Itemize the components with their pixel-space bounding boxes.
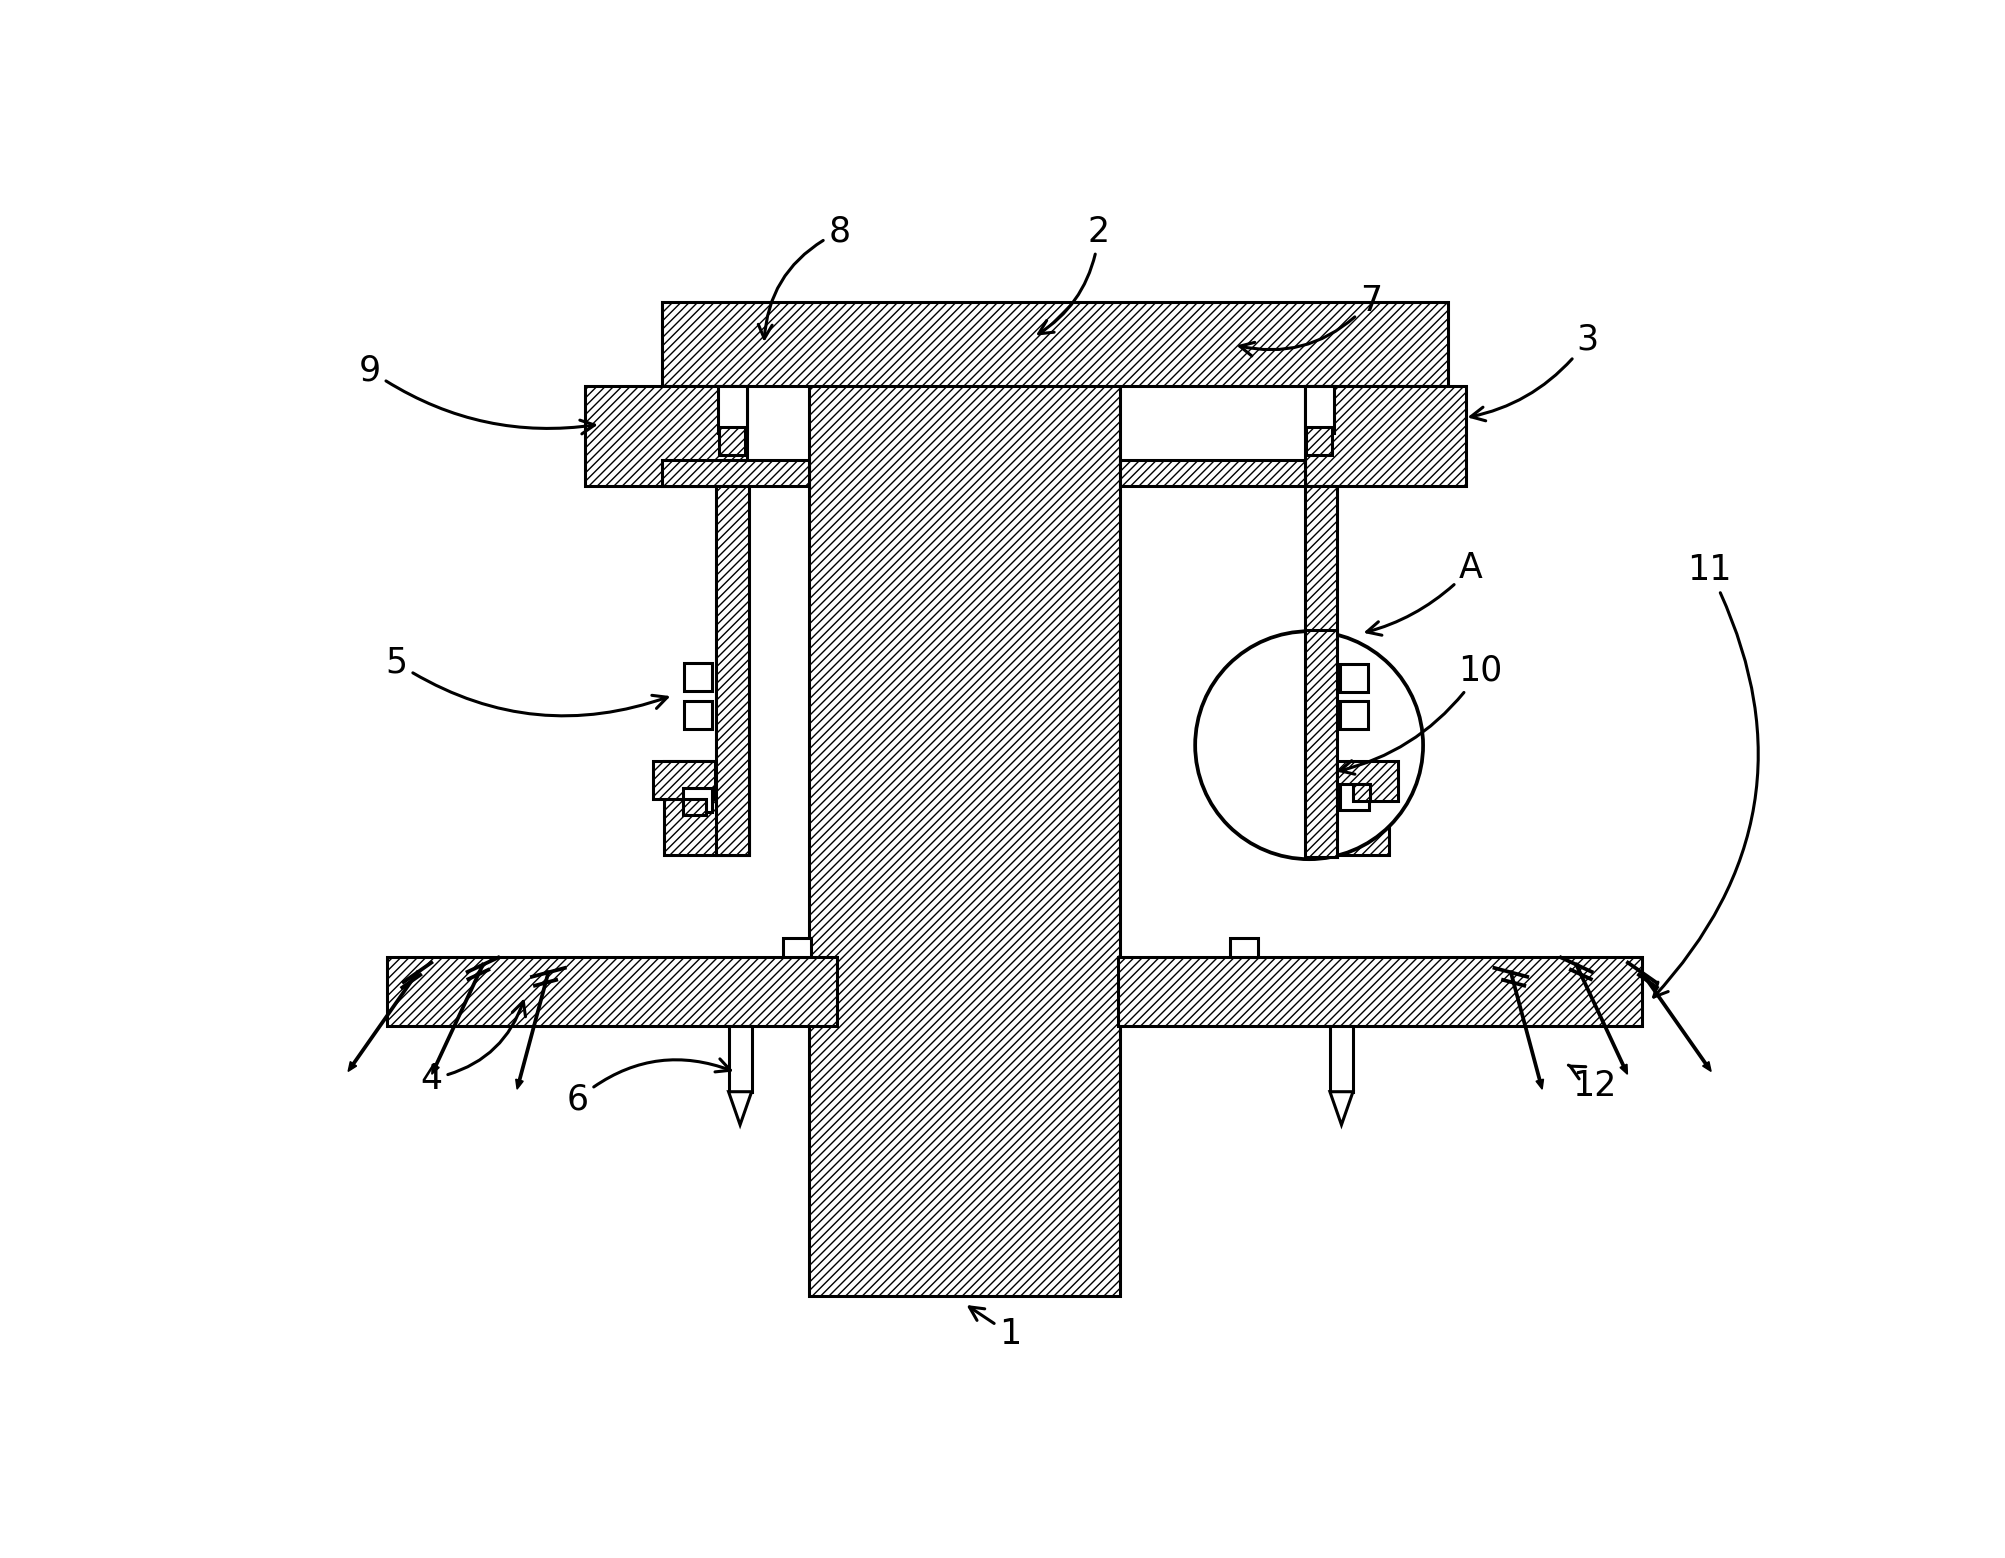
Text: 11: 11 xyxy=(1652,553,1758,997)
Bar xyxy=(1339,701,1367,729)
Bar xyxy=(387,957,836,1027)
Text: 12: 12 xyxy=(1568,1066,1616,1103)
Bar xyxy=(1117,957,1640,1027)
Bar xyxy=(716,486,748,855)
Bar xyxy=(1305,427,1331,455)
Text: 8: 8 xyxy=(758,215,850,338)
Polygon shape xyxy=(1620,1064,1626,1073)
Text: 6: 6 xyxy=(565,1059,730,1117)
Bar xyxy=(782,938,810,957)
Circle shape xyxy=(1195,631,1422,858)
Bar xyxy=(684,787,712,812)
Polygon shape xyxy=(431,1064,439,1073)
Bar xyxy=(720,427,746,455)
Polygon shape xyxy=(1702,1061,1710,1072)
Bar xyxy=(1303,760,1389,855)
Bar xyxy=(1303,386,1333,433)
Bar xyxy=(808,357,1119,1296)
Text: 3: 3 xyxy=(1470,323,1598,421)
Polygon shape xyxy=(1536,1080,1542,1089)
Bar xyxy=(1303,629,1335,857)
Bar xyxy=(662,302,1448,386)
Bar xyxy=(664,760,748,855)
Text: 9: 9 xyxy=(359,354,593,433)
Bar xyxy=(684,662,712,690)
Bar xyxy=(684,799,706,815)
Bar xyxy=(1339,784,1369,810)
Bar xyxy=(1339,787,1369,812)
Text: 5: 5 xyxy=(385,647,668,715)
Bar xyxy=(1303,486,1335,855)
Bar xyxy=(1329,1027,1351,1092)
Bar xyxy=(1339,662,1367,690)
Bar xyxy=(1339,701,1367,729)
Text: 2: 2 xyxy=(1039,215,1109,333)
Polygon shape xyxy=(728,1092,752,1125)
Polygon shape xyxy=(515,1080,523,1089)
Bar xyxy=(1339,799,1361,815)
Text: A: A xyxy=(1365,552,1482,636)
Bar xyxy=(662,460,808,486)
Bar xyxy=(1119,460,1303,486)
Bar xyxy=(1303,386,1466,486)
Polygon shape xyxy=(1329,1092,1351,1125)
Bar xyxy=(718,386,746,433)
Bar xyxy=(1335,760,1397,801)
Text: 7: 7 xyxy=(1239,284,1381,355)
Bar xyxy=(1339,664,1367,692)
Text: 1: 1 xyxy=(968,1307,1021,1351)
Bar xyxy=(654,760,714,799)
Bar xyxy=(684,701,712,729)
Bar xyxy=(1335,760,1397,799)
Bar xyxy=(1229,938,1257,957)
Bar xyxy=(728,1027,752,1092)
Bar xyxy=(1351,784,1369,801)
Polygon shape xyxy=(349,1061,357,1072)
Bar xyxy=(585,386,746,486)
Text: 10: 10 xyxy=(1339,653,1502,774)
Text: 4: 4 xyxy=(421,1002,525,1095)
